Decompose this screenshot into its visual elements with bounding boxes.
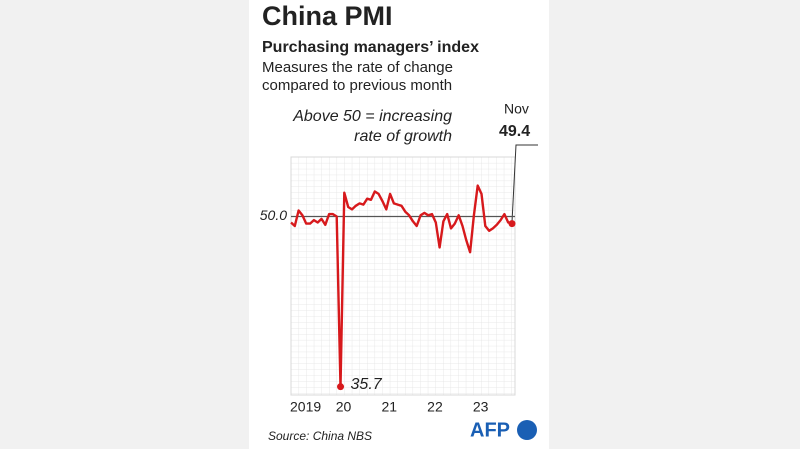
x-tick-label: 22	[427, 399, 443, 415]
data-point	[508, 220, 516, 228]
description: Measures the rate of change	[262, 59, 453, 76]
logo-mark	[517, 420, 537, 440]
last-label: Nov	[504, 101, 529, 117]
x-tick-label: 2019	[290, 399, 321, 415]
source: Source: China NBS	[268, 429, 372, 443]
logo: AFP	[470, 419, 510, 441]
y-tick-label: 50.0	[260, 207, 287, 223]
leader-line	[511, 144, 538, 223]
data-point	[337, 383, 345, 391]
min-label: 35.7	[351, 376, 383, 393]
subtitle: Purchasing managers’ index	[262, 39, 479, 56]
last-value: 49.4	[499, 123, 530, 140]
chart-title: China PMI	[262, 1, 393, 31]
data-line	[290, 184, 513, 388]
note: rate of growth	[354, 128, 452, 145]
x-tick-label: 23	[473, 399, 489, 415]
x-tick-label: 20	[336, 399, 352, 415]
description: compared to previous month	[262, 77, 452, 94]
x-tick-label: 21	[381, 399, 397, 415]
note: Above 50 = increasing	[292, 108, 452, 125]
plot-grid	[290, 156, 516, 396]
